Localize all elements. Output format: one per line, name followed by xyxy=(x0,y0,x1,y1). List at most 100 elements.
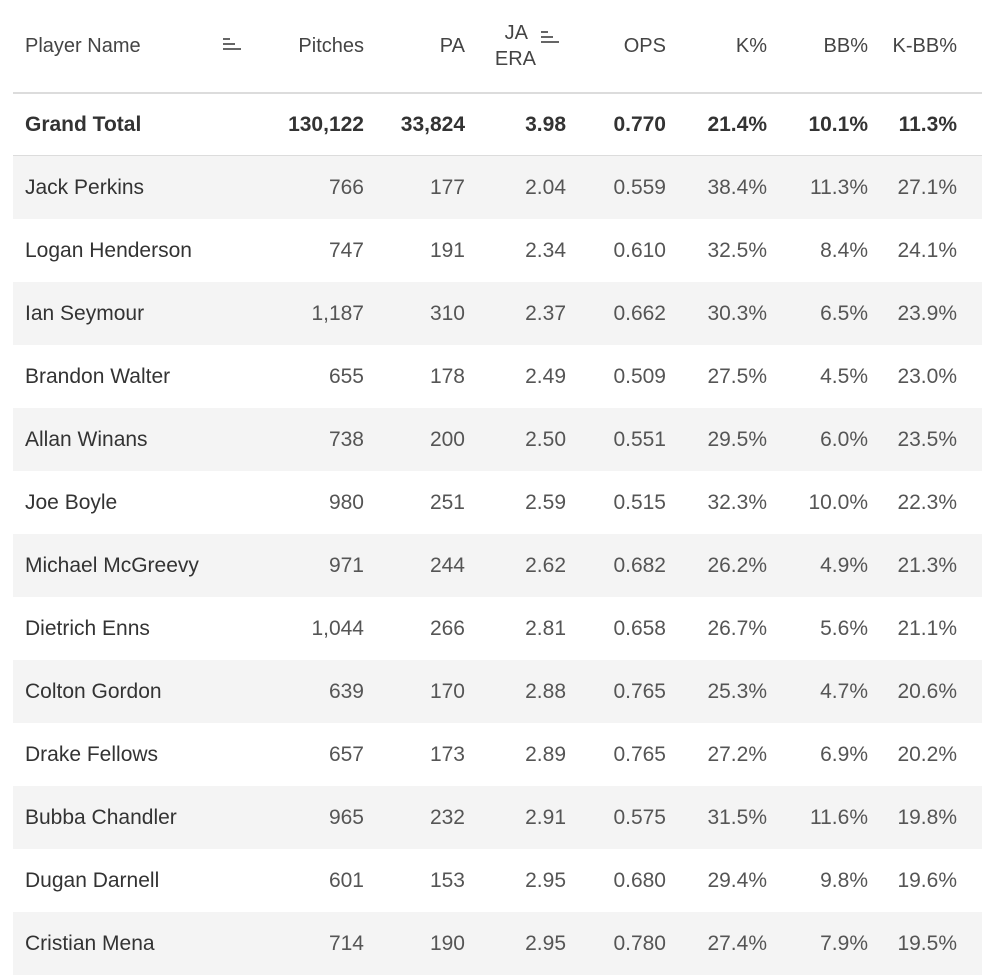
player-name[interactable]: Bubba Chandler xyxy=(25,805,177,829)
player-name[interactable]: Logan Henderson xyxy=(25,238,192,262)
bb-pct-value: 5.6% xyxy=(820,616,868,640)
header-ja-era-line2: ERA xyxy=(494,48,536,70)
k-pct-value: 38.4% xyxy=(707,175,767,199)
pa-value: 170 xyxy=(429,679,465,703)
ja-era-value: 2.95 xyxy=(525,931,566,955)
k-bb-pct-value: 27.1% xyxy=(897,175,957,199)
ja-era-value: 2.95 xyxy=(525,868,566,892)
player-name[interactable]: Allan Winans xyxy=(25,427,148,451)
header-ops[interactable]: OPS xyxy=(623,34,666,57)
table-row[interactable]: Michael McGreevy 971 244 2.62 0.682 26.2… xyxy=(13,534,982,597)
ops-value: 0.780 xyxy=(613,931,666,955)
table-row[interactable]: Jack Perkins 766 177 2.04 0.559 38.4% 11… xyxy=(13,156,982,219)
k-pct-value: 31.5% xyxy=(707,805,767,829)
grand-total-ops: 0.770 xyxy=(613,112,666,136)
table-body: Jack Perkins 766 177 2.04 0.559 38.4% 11… xyxy=(0,156,982,975)
header-k-bb-pct[interactable]: K-BB% xyxy=(892,34,957,57)
pitches-value: 971 xyxy=(328,553,364,577)
bb-pct-value: 6.9% xyxy=(820,742,868,766)
table-row[interactable]: Drake Fellows 657 173 2.89 0.765 27.2% 6… xyxy=(13,723,982,786)
player-name[interactable]: Brandon Walter xyxy=(25,364,171,388)
header-pitches[interactable]: Pitches xyxy=(298,34,364,57)
header-bb-pct[interactable]: BB% xyxy=(823,34,868,57)
player-name[interactable]: Michael McGreevy xyxy=(25,553,199,577)
bb-pct-value: 10.0% xyxy=(808,490,868,514)
k-pct-value: 27.5% xyxy=(707,364,767,388)
sort-ascending-icon[interactable] xyxy=(541,31,561,47)
k-pct-value: 27.2% xyxy=(707,742,767,766)
player-name[interactable]: Dietrich Enns xyxy=(25,616,150,640)
pitches-value: 714 xyxy=(328,931,364,955)
header-ja-era[interactable]: JA ERA xyxy=(465,20,566,72)
player-name[interactable]: Joe Boyle xyxy=(25,490,118,514)
ja-era-value: 2.37 xyxy=(525,301,566,325)
k-pct-value: 30.3% xyxy=(707,301,767,325)
bb-pct-value: 4.9% xyxy=(820,553,868,577)
k-bb-pct-value: 19.8% xyxy=(897,805,957,829)
player-name[interactable]: Jack Perkins xyxy=(25,175,145,199)
grand-total-pitches: 130,122 xyxy=(288,112,364,136)
ops-value: 0.515 xyxy=(613,490,666,514)
ja-era-value: 2.91 xyxy=(525,805,566,829)
pitches-value: 747 xyxy=(328,238,364,262)
table-row[interactable]: Allan Winans 738 200 2.50 0.551 29.5% 6.… xyxy=(13,408,982,471)
ops-value: 0.575 xyxy=(613,805,666,829)
k-pct-value: 27.4% xyxy=(707,931,767,955)
bb-pct-value: 11.6% xyxy=(810,805,868,829)
k-bb-pct-value: 23.5% xyxy=(897,427,957,451)
grand-total-bb-pct: 10.1% xyxy=(808,112,868,136)
pa-value: 153 xyxy=(429,868,465,892)
table-row[interactable]: Dugan Darnell 601 153 2.95 0.680 29.4% 9… xyxy=(13,849,982,912)
pa-value: 310 xyxy=(429,301,465,325)
table-row[interactable]: Colton Gordon 639 170 2.88 0.765 25.3% 4… xyxy=(13,660,982,723)
ja-era-value: 2.34 xyxy=(525,238,566,262)
table-row[interactable]: Logan Henderson 747 191 2.34 0.610 32.5%… xyxy=(13,219,982,282)
ja-era-value: 2.89 xyxy=(525,742,566,766)
table-row[interactable]: Dietrich Enns 1,044 266 2.81 0.658 26.7%… xyxy=(13,597,982,660)
header-player-name-label: Player Name xyxy=(25,35,141,57)
table-row[interactable]: Bubba Chandler 965 232 2.91 0.575 31.5% … xyxy=(13,786,982,849)
pa-value: 251 xyxy=(429,490,465,514)
ops-value: 0.559 xyxy=(613,175,666,199)
table-header: Player Name Pitches PA JA ERA OPS K% BB%… xyxy=(13,0,982,94)
ops-value: 0.662 xyxy=(613,301,666,325)
player-name[interactable]: Colton Gordon xyxy=(25,679,162,703)
player-name[interactable]: Cristian Mena xyxy=(25,931,155,955)
pa-value: 191 xyxy=(429,238,465,262)
pitches-value: 657 xyxy=(328,742,364,766)
pa-value: 178 xyxy=(429,364,465,388)
table-row[interactable]: Cristian Mena 714 190 2.95 0.780 27.4% 7… xyxy=(13,912,982,975)
k-pct-value: 29.4% xyxy=(707,868,767,892)
pitches-value: 655 xyxy=(328,364,364,388)
table-row[interactable]: Joe Boyle 980 251 2.59 0.515 32.3% 10.0%… xyxy=(13,471,982,534)
bb-pct-value: 8.4% xyxy=(820,238,868,262)
pitches-value: 639 xyxy=(328,679,364,703)
k-bb-pct-value: 23.0% xyxy=(897,364,957,388)
ja-era-value: 2.49 xyxy=(525,364,566,388)
k-bb-pct-value: 20.6% xyxy=(897,679,957,703)
ops-value: 0.765 xyxy=(613,742,666,766)
ja-era-value: 2.50 xyxy=(525,427,566,451)
k-pct-value: 26.2% xyxy=(707,553,767,577)
pitches-value: 766 xyxy=(328,175,364,199)
header-player-name[interactable]: Player Name xyxy=(13,26,257,66)
k-bb-pct-value: 23.9% xyxy=(897,301,957,325)
ops-value: 0.765 xyxy=(613,679,666,703)
k-pct-value: 25.3% xyxy=(707,679,767,703)
k-bb-pct-value: 20.2% xyxy=(897,742,957,766)
grand-total-k-bb-pct: 11.3% xyxy=(898,112,957,136)
bb-pct-value: 4.5% xyxy=(820,364,868,388)
pitches-value: 1,187 xyxy=(311,301,364,325)
player-name[interactable]: Ian Seymour xyxy=(25,301,145,325)
ja-era-value: 2.62 xyxy=(525,553,566,577)
ops-value: 0.551 xyxy=(613,427,666,451)
header-ja-era-line1: JA xyxy=(504,22,528,44)
table-row[interactable]: Brandon Walter 655 178 2.49 0.509 27.5% … xyxy=(13,345,982,408)
sort-descending-icon[interactable] xyxy=(223,38,243,54)
header-pa[interactable]: PA xyxy=(439,34,465,57)
player-name[interactable]: Dugan Darnell xyxy=(25,868,160,892)
player-name[interactable]: Drake Fellows xyxy=(25,742,159,766)
k-bb-pct-value: 22.3% xyxy=(897,490,957,514)
header-k-pct[interactable]: K% xyxy=(735,34,767,57)
table-row[interactable]: Ian Seymour 1,187 310 2.37 0.662 30.3% 6… xyxy=(13,282,982,345)
